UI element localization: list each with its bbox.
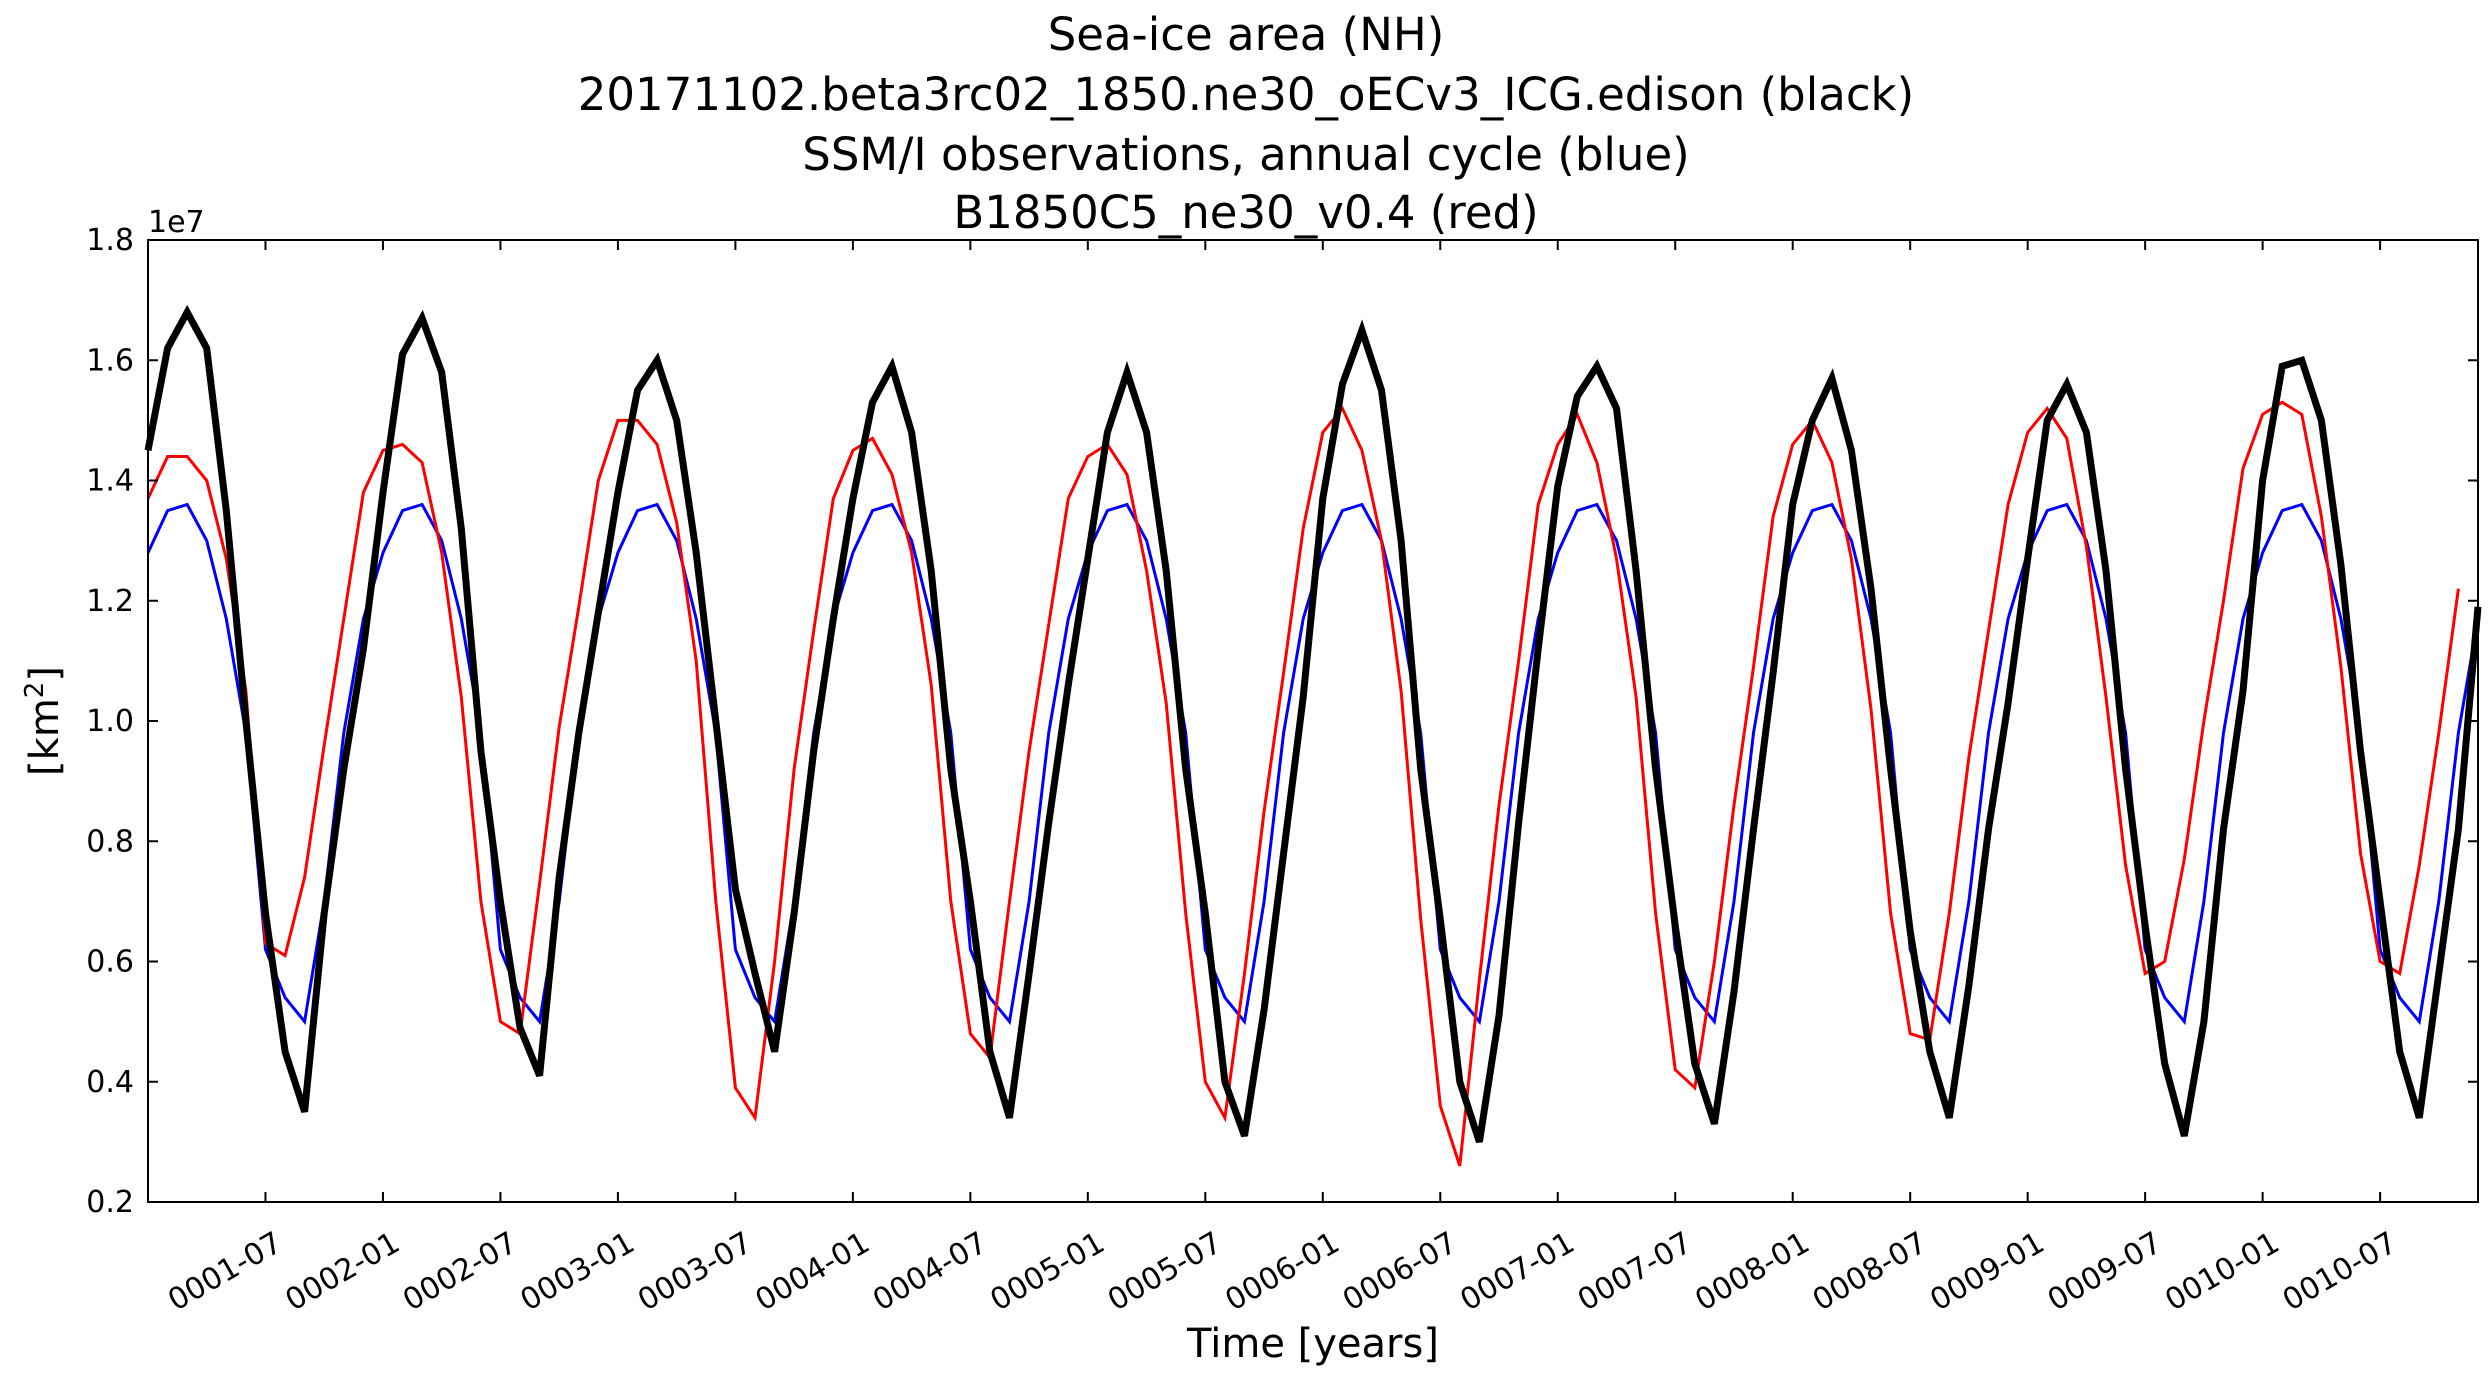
x-tick-label: 0002-01 [280, 1225, 406, 1318]
title-line-3: SSM/I observations, annual cycle (blue) [802, 128, 1689, 181]
x-tick-label: 0009-01 [1924, 1225, 2050, 1318]
y-tick-label: 1.2 [86, 584, 134, 619]
y-tick-label: 1.8 [86, 223, 134, 258]
x-tick-label: 0006-07 [1337, 1225, 1463, 1318]
x-tick-label: 0005-01 [985, 1225, 1111, 1318]
x-tick-label: 0004-01 [750, 1225, 876, 1318]
x-tick-label: 0008-07 [1807, 1225, 1933, 1318]
x-tick-label: 0006-01 [1220, 1225, 1346, 1318]
x-tick-label: 0003-01 [515, 1225, 641, 1318]
plot-frame [147, 239, 2479, 1203]
x-tick-label: 0009-07 [2042, 1225, 2168, 1318]
title-line-1: Sea-ice area (NH) [1048, 8, 1445, 61]
y-tick-label: 1.6 [86, 343, 134, 378]
chart-title: Sea-ice area (NH) 20171102.beta3rc02_185… [578, 8, 1914, 239]
x-tick-label: 0010-07 [2277, 1225, 2403, 1318]
y-tick-label: 0.8 [86, 824, 134, 859]
y-axis-label-end: ] [22, 666, 68, 682]
y-axis-label-sup: 2 [20, 682, 50, 699]
y-tick-label: 0.4 [86, 1065, 134, 1100]
title-line-2: 20171102.beta3rc02_1850.ne30_oECv3_ICG.e… [578, 68, 1914, 121]
x-tick-label: 0007-07 [1572, 1225, 1698, 1318]
y-axis-label-base: [km [22, 698, 68, 776]
y-offset-label: 1e7 [148, 205, 205, 240]
x-tick-label: 0005-07 [1102, 1225, 1228, 1318]
x-tick-label: 0004-07 [867, 1225, 993, 1318]
x-tick-label: 0010-01 [2159, 1225, 2285, 1318]
x-axis-label: Time [years] [1186, 1321, 1439, 1367]
series-line-2 [144, 304, 2482, 1143]
y-axis-label: [km2] [20, 666, 68, 776]
x-tick-label: 0003-07 [632, 1225, 758, 1318]
y-tick-label: 1.0 [86, 704, 134, 739]
series-layer [144, 304, 2482, 1167]
y-tick-label: 1.4 [86, 464, 134, 499]
y-tick-label: 0.2 [86, 1185, 134, 1220]
x-tick-label: 0001-07 [162, 1225, 288, 1318]
x-tick-label: 0002-07 [397, 1225, 523, 1318]
x-tick-label: 0008-01 [1689, 1225, 1815, 1318]
title-line-4: B1850C5_ne30_v0.4 (red) [953, 186, 1538, 239]
x-tick-label: 0007-01 [1454, 1225, 1580, 1318]
y-tick-label: 0.6 [86, 945, 134, 980]
series-line-1 [146, 400, 2460, 1167]
